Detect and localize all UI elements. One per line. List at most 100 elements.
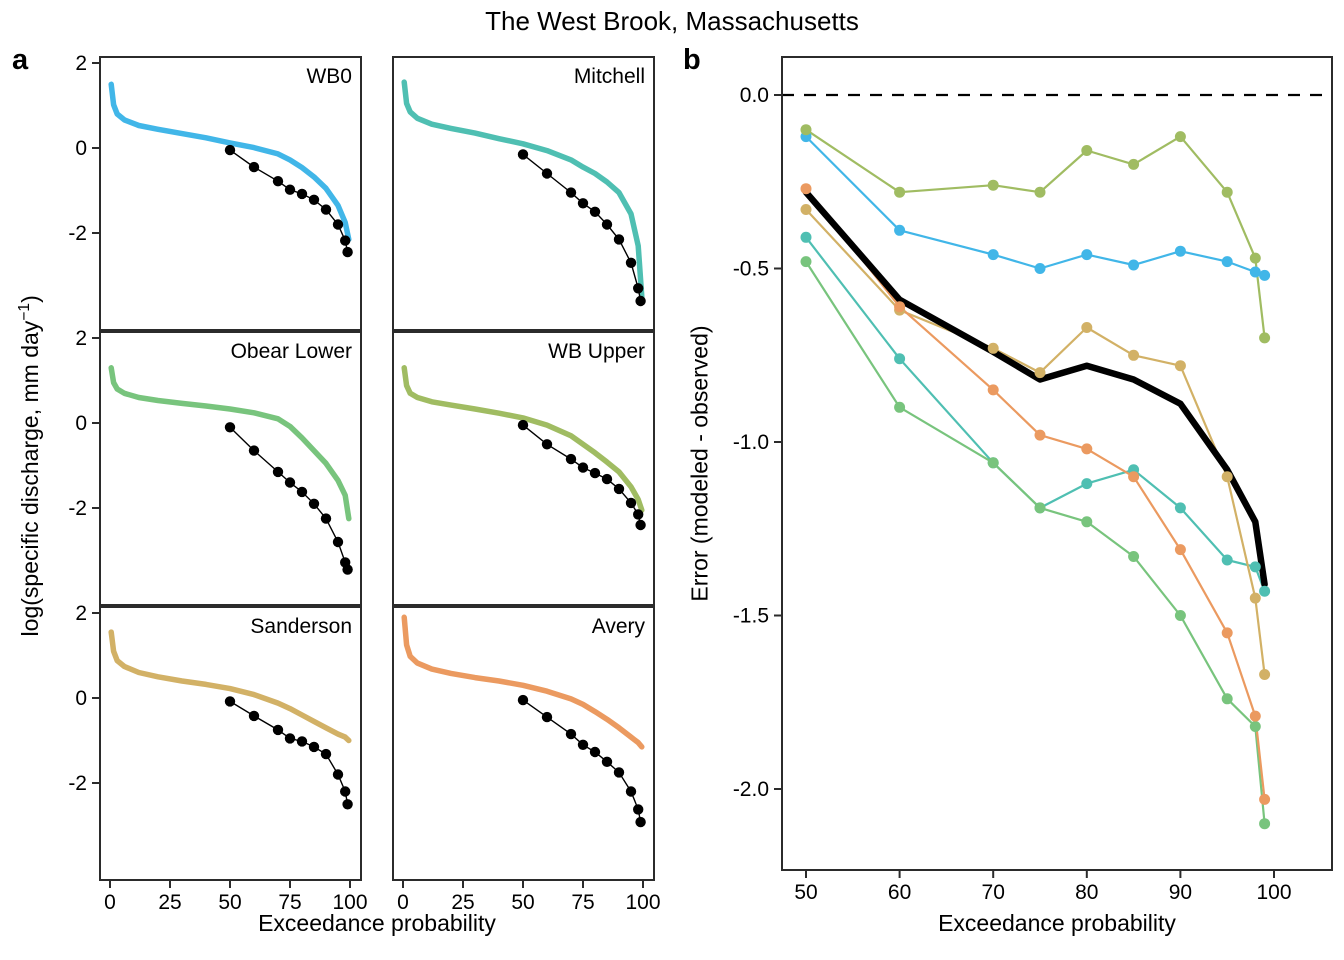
modeled-quantile-dot	[296, 736, 308, 747]
x-tick-label: 75	[278, 891, 301, 914]
modeled-quantile-line	[522, 424, 642, 526]
error-point-wb-upper	[987, 179, 999, 191]
error-point-obear-lower	[800, 256, 812, 268]
modeled-quantile-dot	[272, 176, 284, 187]
x-tick-label: 50	[511, 891, 534, 914]
figure-title: The West Brook, Massachusetts	[485, 6, 859, 36]
error-series-line-avery	[805, 188, 1266, 800]
modeled-quantile-dot	[248, 710, 260, 722]
error-point-mitchell	[894, 353, 906, 365]
panel-a-y-axis-title-close: )	[16, 295, 43, 303]
x-tick-label: 25	[451, 891, 474, 914]
panel-a-y-axis-title-text: log(specific discharge, mm day	[16, 320, 43, 637]
error-series-line-mitchell	[805, 236, 1266, 592]
error-point-wb-upper	[1174, 131, 1186, 143]
modeled-quantile-dot	[284, 184, 296, 195]
error-point-avery	[1249, 710, 1261, 722]
error-point-sanderson	[1128, 349, 1140, 361]
subplot-wb0: WB0 2 0 -2	[68, 52, 362, 331]
error-point-wb-upper	[1034, 186, 1046, 198]
modeled-quantile-dot	[340, 235, 351, 246]
error-point-wb0	[987, 249, 999, 261]
modeled-quantile-dot	[565, 187, 577, 198]
error-point-obear-lower	[1249, 721, 1261, 732]
x-tick-label: 0	[104, 891, 116, 914]
error-point-obear-lower	[894, 401, 906, 413]
modeled-quantile-dot	[517, 149, 529, 160]
modeled-quantile-dot	[296, 188, 308, 200]
modeled-quantile-line	[229, 700, 349, 805]
error-point-obear-lower	[1128, 551, 1140, 562]
modeled-quantile-dot	[633, 804, 644, 815]
error-point-avery	[1174, 544, 1186, 556]
error-point-avery	[1221, 627, 1233, 639]
y-tick-label: -0.5	[733, 258, 769, 281]
panel-border	[392, 606, 655, 881]
error-point-sanderson	[800, 204, 812, 215]
modeled-quantile-dot	[589, 206, 601, 217]
error-point-mitchell	[1221, 554, 1233, 566]
subplot-wb-upper: WB Upper	[392, 331, 655, 606]
panel-b-border	[781, 56, 1333, 871]
error-point-sanderson	[987, 342, 999, 354]
modeled-quantile-dot	[633, 283, 644, 294]
y-tick-label: 0	[75, 412, 87, 435]
modeled-quantile-dot	[635, 295, 646, 307]
panel-b-x-axis-title: Exceedance probability	[938, 910, 1176, 936]
error-series-line-sanderson	[805, 208, 1266, 675]
subplot-mitchell: Mitchell	[392, 56, 655, 331]
y-tick-label: 2	[75, 602, 87, 625]
y-tick-label: 2	[75, 327, 87, 350]
modeled-quantile-dot	[541, 439, 553, 450]
panel-a-x-axis-title: Exceedance probability	[258, 910, 496, 936]
y-tick-label: 0.0	[740, 84, 769, 107]
x-tick-label: 100	[625, 891, 660, 914]
error-point-avery	[987, 384, 999, 396]
modeled-quantile-dot	[308, 741, 320, 753]
modeled-quantile-dot	[272, 724, 284, 736]
x-tick-label: 100	[1256, 881, 1291, 904]
panel-a-y-axis-title: log(specific discharge, mm day−1)	[16, 51, 44, 881]
modeled-quantile-dot	[340, 786, 351, 797]
error-point-wb-upper	[1259, 332, 1271, 344]
error-point-wb0	[1128, 259, 1140, 271]
error-point-obear-lower	[1081, 516, 1093, 528]
error-point-wb-upper	[1128, 158, 1140, 170]
modeled-quantile-dot	[342, 564, 353, 575]
error-point-sanderson	[1259, 669, 1271, 680]
error-point-avery	[1034, 429, 1046, 441]
panel-b-y-axis-title: Error (modeled - observed)	[686, 325, 713, 602]
modeled-quantile-dot	[625, 786, 637, 797]
panel-border	[99, 606, 362, 881]
x-tick-label: 75	[571, 891, 594, 914]
panel-a-y-axis-title-superscript: −1	[16, 302, 34, 321]
observed-fdc-curve	[401, 614, 645, 750]
y-tick-label: 0	[75, 137, 87, 160]
modeled-quantile-dot	[565, 728, 577, 740]
error-point-wb0	[894, 224, 906, 236]
x-tick-label: 50	[218, 891, 241, 914]
error-point-obear-lower	[1221, 693, 1233, 705]
error-point-sanderson	[1249, 592, 1261, 604]
error-point-avery	[894, 301, 906, 313]
modeled-quantile-dot	[577, 739, 589, 750]
panel-b-label: b	[683, 44, 701, 76]
error-point-mitchell	[1081, 478, 1093, 490]
modeled-quantile-dot	[224, 422, 236, 433]
x-tick-label: 100	[332, 891, 367, 914]
x-tick-label: 80	[1075, 881, 1098, 904]
y-tick-label: -2.0	[733, 778, 769, 801]
x-tick-label: 50	[794, 881, 817, 904]
panel-b-plot: 0.0 -0.5 -1.0 -1.5 -2.0 50 60 70 80 90 100	[733, 56, 1333, 904]
error-point-avery	[1128, 471, 1140, 483]
error-point-sanderson	[1221, 471, 1233, 483]
modeled-quantile-dot	[517, 419, 529, 431]
modeled-quantile-dot	[541, 711, 553, 723]
modeled-quantile-dot	[248, 161, 260, 173]
error-series-line-wb0	[805, 135, 1265, 277]
panel-border	[392, 331, 655, 606]
x-tick-label: 0	[397, 891, 409, 914]
modeled-quantile-dot	[272, 466, 284, 478]
facet-label: Sanderson	[250, 615, 352, 638]
